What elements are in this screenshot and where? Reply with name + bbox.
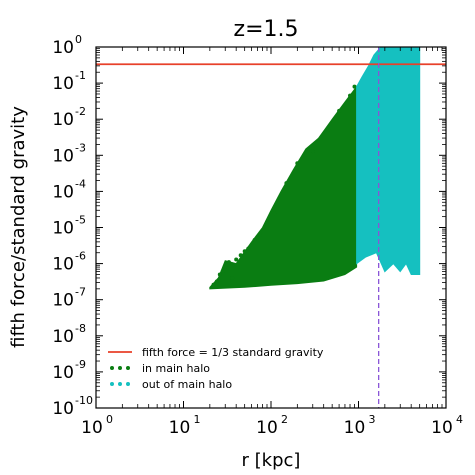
y-tick-exponent: -8 [75,322,86,335]
data-point-0-12 [258,233,263,238]
x-tick-exponent: 1 [194,413,201,426]
y-tick-label: 10 [52,255,74,275]
data-point-0-1 [214,279,219,284]
legend-label: fifth force = 1/3 standard gravity [142,346,324,359]
data-point-0-6 [230,276,235,280]
legend-label: out of main halo [142,378,232,391]
legend-label: in main halo [142,362,210,375]
data-point-0-21 [352,84,357,89]
y-axis-label: fifth force/standard gravity [8,106,29,348]
data-point-0-9 [242,249,247,254]
data-point-0-4 [223,265,228,270]
y-tick-exponent: -10 [75,394,93,407]
series-region-in-main-halo [209,85,358,290]
y-tick-label: 10 [52,110,74,130]
y-tick-label: 10 [52,363,74,383]
y-tick-exponent: -7 [75,286,86,299]
x-axis-label: r [kpc] [242,450,301,471]
legend-swatch-dot [110,366,114,370]
data-point-0-3 [220,269,225,274]
y-tick-label: 10 [52,182,74,202]
x-tick-label: 10 [169,418,191,438]
y-tick-label: 10 [52,219,74,239]
chart-title: z=1.5 [234,17,299,42]
series-region-out-of-main-halo [356,47,421,275]
data-point-0-16 [295,161,300,166]
data-point-0-15 [284,181,289,186]
x-tick-label: 10 [256,418,278,438]
legend-swatch-dot [118,382,122,386]
x-tick-exponent: 2 [281,413,288,426]
data-point-0-7 [234,257,239,262]
y-tick-exponent: -2 [75,105,86,118]
y-tick-label: 10 [52,38,74,58]
y-tick-exponent: -9 [75,358,86,371]
data-point-0-11 [252,238,257,242]
legend-swatch-dot [118,366,122,370]
legend-swatch-dot [110,382,114,386]
x-tick-exponent: 0 [106,413,113,426]
data-point-0-17 [310,149,315,154]
data-point-0-5 [226,260,231,265]
data-point-0-20 [348,93,352,98]
x-tick-label: 10 [344,418,366,438]
y-tick-exponent: -4 [75,177,86,190]
y-tick-label: 10 [52,327,74,347]
x-tick-label: 10 [431,418,453,438]
x-tick-label: 10 [81,418,103,438]
data-point-0-2 [217,272,222,277]
legend-swatch-dot [126,366,130,370]
x-tick-exponent: 4 [456,413,463,426]
data-point-0-14 [272,211,277,216]
y-tick-exponent: -3 [75,141,86,154]
y-tick-exponent: -1 [75,69,86,82]
data-point-0-19 [337,108,342,113]
legend-swatch-dot [126,382,130,386]
y-tick-label: 10 [52,146,74,166]
y-tick-label: 10 [52,291,74,311]
data-point-0-0 [211,282,216,287]
data-point-0-10 [246,246,251,251]
data-point-0-18 [326,128,331,133]
y-tick-exponent: -6 [75,250,86,263]
data-point-0-13 [265,220,269,225]
legend: fifth force = 1/3 standard gravity in mai… [108,346,324,391]
data-point-0-8 [238,253,243,258]
y-tick-label: 10 [52,74,74,94]
y-tick-exponent: 0 [75,33,82,46]
x-tick-exponent: 3 [369,413,376,426]
y-tick-exponent: -5 [75,214,86,227]
y-tick-label: 10 [52,399,74,419]
